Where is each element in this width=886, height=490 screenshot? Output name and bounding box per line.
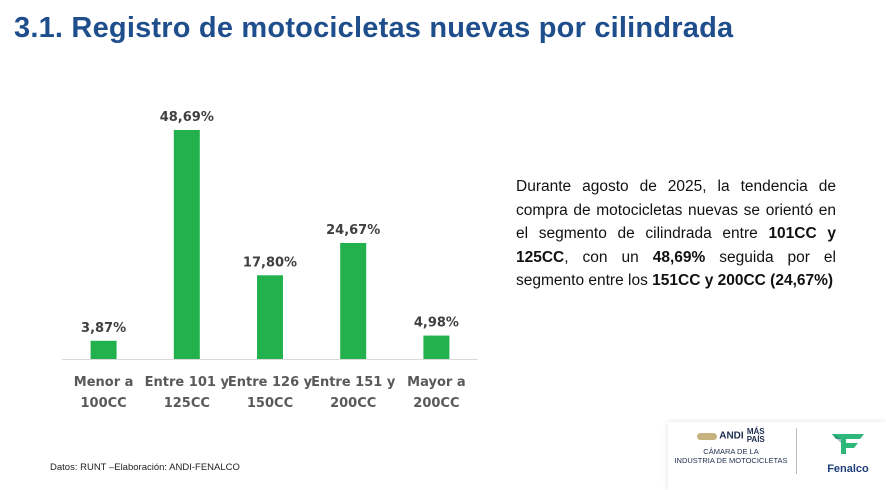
data-label-2: 17,80% [243,255,297,270]
data-label-0: 3,87% [81,321,126,336]
fenalco-name: Fenalco [827,463,869,475]
category-label-1-line-1: 125CC [164,396,210,411]
summary-highlight-second: 151CC y 200CC (24,67%) [652,272,834,289]
category-label-3-line-0: Entre 151 y [311,375,396,390]
data-label-1: 48,69% [160,110,214,125]
source-note: Datos: RUNT –Elaboración: ANDI-FENALCO [50,462,240,473]
summary-highlight-segment: 101CC y 125CC [516,225,836,266]
bar-0 [90,340,117,359]
data-label-4: 4,98% [414,316,459,331]
category-label-4-line-1: 200CC [413,396,459,411]
andi-brand-name: ANDI [719,430,744,442]
category-label-2-line-0: Entre 126 y [228,375,313,390]
andi-tagline-2: PAÍS [746,435,765,444]
bar-1 [173,130,200,359]
summary-highlight-share: 48,69% [652,248,706,266]
summary-part-1: Durante agosto de 2025, la tendencia de … [516,178,836,242]
andi-dots-icon [697,432,718,440]
summary-part-2: , con un [564,248,653,266]
data-label-3: 24,67% [326,223,380,238]
andi-subtitle: CÁMARA DE LA INDUSTRIA DE MOTOCICLETAS [670,447,792,465]
andi-subtitle-1: CÁMARA DE LA [703,447,759,456]
summary-part-3: seguida por el segmento entre los [516,248,836,290]
category-label-0-line-1: 100CC [80,396,126,411]
logo-divider [796,428,797,474]
category-label-0-line-0: Menor a [74,375,134,390]
summary-text: Durante agosto de 2025, la tendencia de … [516,175,836,293]
andi-logo: ANDI MÁS PAÍS CÁMARA DE LA INDUSTRIA DE MO… [670,428,792,466]
category-label-1-line-0: Entre 101 y [145,375,230,390]
bar-2 [257,275,283,359]
fenalco-logo: Fenalco [818,430,878,475]
bar-3 [340,242,367,359]
bar-4 [423,335,450,359]
category-label-4-line-0: Mayor a [407,375,465,390]
andi-tagline-1: MÁS [746,427,765,436]
logos-footer: ANDI MÁS PAÍS CÁMARA DE LA INDUSTRIA DE MO… [668,422,886,490]
category-label-3-line-1: 200CC [330,396,376,411]
fenalco-mark-icon [832,434,864,454]
bar-chart: 3,87% Menor a 100CC 48,69% Entre 101 y 125CC 1… [62,110,478,411]
andi-subtitle-2: INDUSTRIA DE MOTOCICLETAS [674,456,788,465]
page-title: 3.1. Registro de motocicletas nuevas por… [14,12,734,44]
category-label-2-line-1: 150CC [247,396,293,411]
andi-brand: ANDI MÁS PAÍS [670,428,792,444]
andi-tagline: MÁS PAÍS [747,428,765,444]
